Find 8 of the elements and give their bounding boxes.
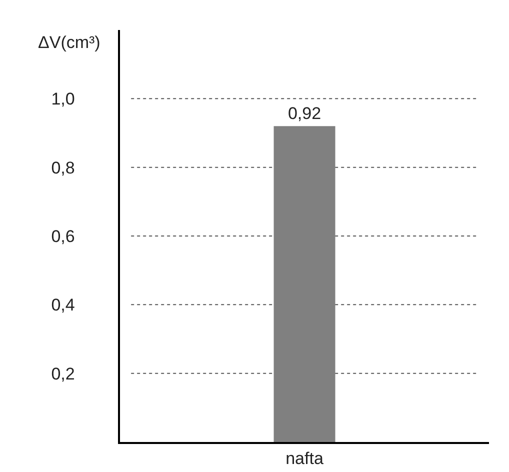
y-tick-label: 0,8 (51, 158, 75, 178)
x-tick-label: nafta (286, 449, 324, 468)
y-axis-title: ΔV(cm³) (38, 33, 100, 52)
y-tick-label: 0,6 (51, 226, 75, 246)
y-tick-label: 1,0 (51, 90, 75, 109)
y-tick-label: 0,2 (51, 364, 75, 384)
data-label: 0,92 (288, 104, 322, 124)
y-tick-label: 0,4 (51, 296, 75, 315)
